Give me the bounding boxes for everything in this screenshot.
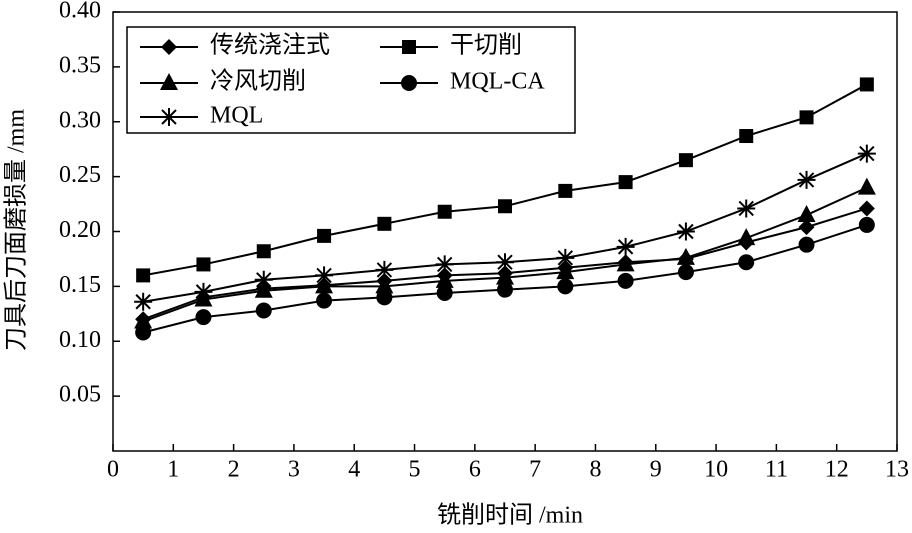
marker (556, 262, 575, 280)
x-tick-label: 2 (228, 457, 240, 483)
legend-label: 传统浇注式 (210, 32, 330, 59)
legend-marker (160, 73, 178, 90)
marker (375, 276, 394, 294)
marker (195, 309, 212, 326)
marker (799, 110, 814, 125)
x-tick-label: 9 (650, 457, 662, 483)
marker (616, 237, 635, 256)
y-tick-label: 0.20 (59, 217, 101, 243)
marker (436, 284, 453, 301)
marker (196, 257, 211, 272)
x-tick-label: 0 (107, 457, 119, 483)
y-tick-label: 0.35 (59, 52, 101, 78)
x-tick-label: 11 (765, 457, 788, 483)
x-tick-label: 7 (529, 457, 541, 483)
legend-label: MQL (210, 103, 263, 129)
legend-label: 冷风切削 (210, 68, 306, 95)
legend-label: MQL-CA (450, 69, 545, 95)
marker (677, 264, 694, 281)
marker (315, 276, 334, 294)
marker (676, 222, 695, 241)
x-tick-label: 3 (288, 457, 300, 483)
marker (496, 267, 514, 285)
marker (135, 324, 152, 341)
marker (678, 153, 693, 168)
y-tick-label: 0.25 (59, 162, 101, 188)
x-tick-label: 13 (885, 457, 909, 483)
marker (136, 268, 151, 283)
marker (256, 244, 271, 259)
legend-marker (402, 40, 416, 54)
marker (737, 199, 756, 218)
marker (194, 282, 213, 301)
x-tick-label: 12 (825, 457, 849, 483)
marker (616, 254, 635, 272)
legend-label: 干切削 (450, 32, 522, 59)
marker (134, 292, 153, 311)
marker (557, 278, 574, 295)
marker (676, 247, 695, 265)
marker (618, 175, 633, 190)
legend-box (126, 26, 576, 134)
marker (498, 199, 512, 214)
marker (858, 216, 875, 233)
y-tick-label: 0.40 (59, 0, 101, 24)
marker (857, 144, 876, 163)
x-tick-label: 6 (469, 457, 481, 483)
x-axis-label: 铣削时间 /min (437, 502, 583, 529)
marker (375, 260, 394, 279)
legend-marker (401, 75, 417, 91)
marker (556, 248, 575, 267)
marker (496, 253, 514, 272)
y-tick-label: 0.10 (59, 327, 101, 353)
marker (797, 205, 816, 223)
y-tick-label: 0.30 (59, 107, 101, 133)
marker (617, 272, 634, 289)
marker (857, 177, 876, 195)
legend-marker (160, 108, 178, 126)
marker (435, 255, 454, 274)
marker (798, 219, 815, 236)
x-tick-label: 1 (167, 457, 179, 483)
legend-marker (161, 39, 177, 55)
x-tick-label: 10 (704, 457, 728, 483)
y-axis-label: 刀具后刀面磨损量 /mm (3, 109, 30, 351)
marker (798, 236, 815, 253)
marker (858, 200, 875, 217)
marker (134, 311, 153, 329)
marker (316, 292, 333, 309)
marker (797, 170, 816, 189)
x-tick-label: 5 (409, 457, 421, 483)
marker (377, 216, 392, 231)
marker (317, 228, 332, 243)
marker (739, 129, 754, 144)
marker (497, 281, 513, 298)
marker (254, 280, 273, 298)
y-tick-label: 0.15 (59, 272, 101, 298)
marker (255, 302, 272, 319)
x-tick-label: 8 (589, 457, 601, 483)
marker (315, 266, 334, 285)
marker (437, 204, 452, 219)
y-tick-label: 0.05 (59, 382, 101, 408)
marker (859, 77, 874, 92)
marker (738, 254, 755, 271)
marker (737, 228, 756, 246)
x-tick-label: 4 (348, 457, 360, 483)
marker (254, 270, 273, 289)
marker (558, 183, 573, 198)
marker (376, 289, 393, 306)
marker (435, 270, 454, 288)
